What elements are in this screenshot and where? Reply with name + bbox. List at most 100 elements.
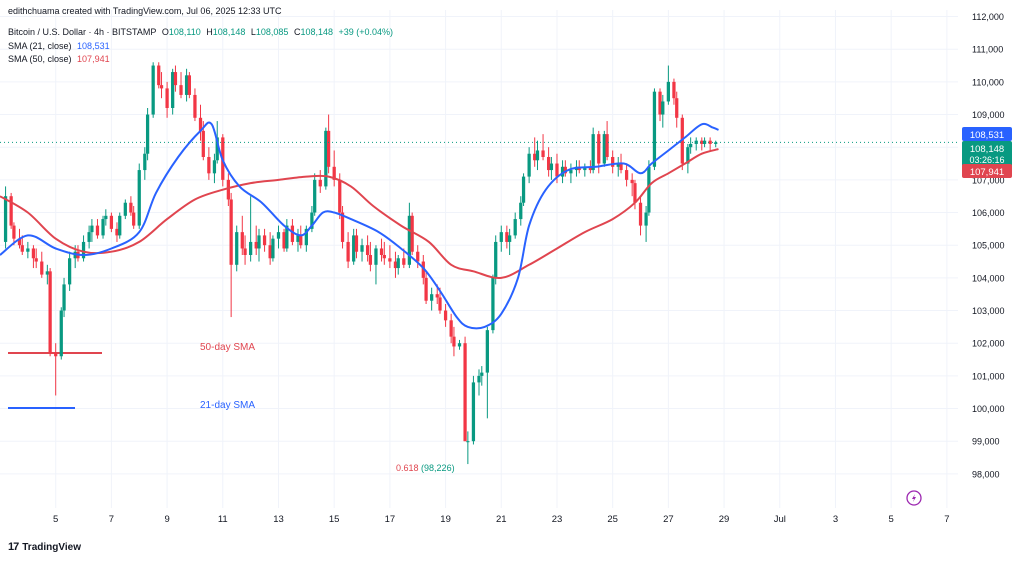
candle-down [187,72,191,99]
candle-body [137,170,141,226]
candle-body [605,134,609,157]
candle-up [661,94,665,128]
candle-body [630,179,634,184]
sma50-indicator-legend[interactable]: SMA (50, close) 107,941 [8,54,113,64]
time-axis-tick-label: Jul [774,514,786,525]
sma21-indicator-legend[interactable]: SMA (21, close) 108,531 [8,41,113,51]
candle-body [332,166,336,180]
candle-body [48,271,52,353]
candle-body [59,310,63,357]
candle-down [40,251,44,278]
candle-down [421,255,425,285]
candle-body [457,343,462,347]
candle-up [212,153,217,184]
candle-down [533,137,537,167]
time-axis[interactable]: 5 7 9 11 13 15 17 19 21 23 25 27 29 Jul 3 5 7 [53,514,949,525]
watermark-text: edithchuama created with TradingView.com… [8,6,282,16]
candle-body [31,248,36,259]
candle-down [179,72,183,99]
candle-down [34,248,38,269]
candle-down [463,336,467,442]
price-axis-tick-label: 103,000 [972,306,1005,316]
price-axis-tick-label: 99,000 [972,437,1000,447]
candle-up [324,127,328,190]
candle-down [546,147,551,177]
candle-body [215,137,219,161]
candle-body [466,441,470,443]
candle-down [318,170,322,193]
candle-up [513,212,517,239]
candle-body [104,215,108,220]
candle-body [184,75,189,95]
candle-body [132,212,136,226]
candle-body [115,228,119,236]
tradingview-branding[interactable]: 17 TradingView [8,541,81,553]
price-axis-tick-label: 105,000 [972,241,1005,251]
candle-up [527,147,531,184]
candle-up [310,206,314,233]
candle-body [40,261,44,275]
candle-up [466,431,470,465]
candle-down [379,238,384,262]
candle-down [672,78,676,105]
lightning-icon[interactable] [906,490,922,506]
candle-up [396,255,400,275]
candle-up [26,241,30,259]
price-axis[interactable]: 98,000 99,000 100,000 101,000 102,000 103,000… [972,12,1005,479]
candle-down [541,134,545,161]
sma21-annotation: 21-day SMA [200,400,255,411]
time-axis-tick-label: 13 [273,514,284,525]
candle-up [45,264,49,285]
candle-up [457,339,462,350]
candle-body [145,114,150,154]
candle-body [393,261,398,269]
candle-body [229,199,233,265]
fib-value-text: (98,226) [421,463,455,473]
candle-body [708,140,712,144]
candle-body [354,235,359,252]
candle-body [257,235,261,249]
candle-body [360,245,364,252]
candle-up [686,143,690,174]
candle-body [212,160,217,174]
candle-body [624,170,629,180]
candle-body [463,343,467,442]
candle-body [410,215,414,252]
candle-body [207,157,211,174]
candle-body [54,353,58,357]
candle-body [12,225,16,239]
candle-up [666,65,670,105]
candle-down [48,268,52,357]
candle-body [368,255,373,265]
candle-up [647,160,651,216]
candle-body [81,241,86,259]
candle-down [388,245,392,269]
candle-body [541,150,545,157]
sma21-indicator-label[interactable]: SMA (21, close) [8,41,72,51]
candle-down [675,91,679,128]
candle-down [299,225,303,249]
candle-down [207,147,211,180]
candle-body [513,219,517,236]
candle-down [624,163,629,187]
candle-down [9,192,13,229]
symbol-legend[interactable]: Bitcoin / U.S. Dollar · 4h · BITSTAMP O1… [8,27,396,37]
sma50-indicator-label[interactable]: SMA (50, close) [8,54,72,64]
candle-body [652,91,657,167]
candle-up [689,137,693,154]
candle-body [616,163,620,167]
candle-down [630,173,634,197]
symbol-name[interactable]: Bitcoin / U.S. Dollar · 4h · BITSTAMP [8,27,157,37]
candle-up [62,277,66,318]
candle-up [118,212,122,239]
low-label: L [250,27,256,37]
candle-down [424,271,428,304]
candle-up [304,225,308,252]
candle-body [421,261,425,278]
candle-down [680,114,684,171]
candle-body [201,130,205,157]
candle-body [20,245,24,252]
high-label: H [206,27,213,37]
